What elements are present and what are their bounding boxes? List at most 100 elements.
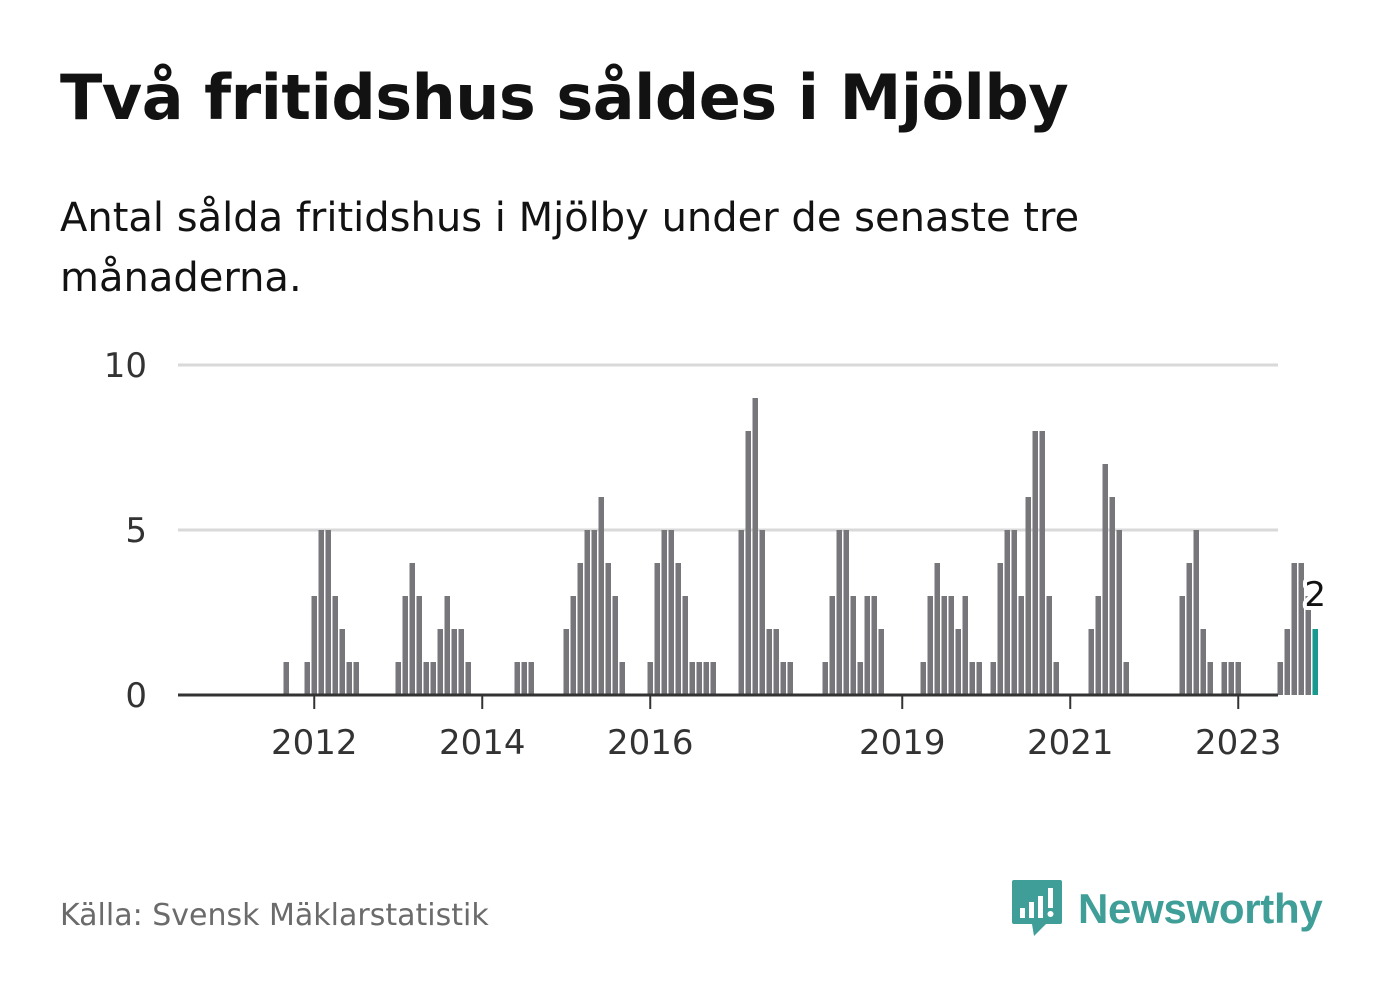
bar: [1088, 629, 1094, 695]
bar: [521, 662, 527, 695]
bar: [1305, 596, 1311, 695]
bar: [318, 530, 324, 695]
bar: [577, 563, 583, 695]
bar: [836, 530, 842, 695]
brand-name: Newsworthy: [1078, 885, 1323, 932]
bar: [1291, 563, 1297, 695]
bar: [689, 662, 695, 695]
bar: [514, 662, 520, 695]
bar: [661, 530, 667, 695]
bar: [339, 629, 345, 695]
bar: [710, 662, 716, 695]
bar: [780, 662, 786, 695]
bar: [283, 662, 289, 695]
bar: [605, 563, 611, 695]
bar: [682, 596, 688, 695]
bar: [416, 596, 422, 695]
x-tick-label: 2014: [439, 723, 526, 763]
newsworthy-logo-icon: [1012, 880, 1062, 936]
bar: [304, 662, 310, 695]
bar: [675, 563, 681, 695]
bar-chart: 0 5 10 2012 2014 2016 2019 2021 2023 2: [104, 346, 1330, 763]
bar: [465, 662, 471, 695]
bar: [752, 398, 758, 695]
bar: [1277, 662, 1283, 695]
bar: [584, 530, 590, 695]
bar: [1298, 563, 1304, 695]
bar: [864, 596, 870, 695]
bar: [402, 596, 408, 695]
bar: [647, 662, 653, 695]
bar: [311, 596, 317, 695]
bar: [444, 596, 450, 695]
x-tick-label: 2012: [271, 723, 358, 763]
bar: [332, 596, 338, 695]
bar: [423, 662, 429, 695]
bar: [1011, 530, 1017, 695]
bar: [619, 662, 625, 695]
bar: [829, 596, 835, 695]
x-tick-label: 2023: [1195, 723, 1282, 763]
bar: [1032, 431, 1038, 695]
bar: [528, 662, 534, 695]
y-tick-label: 10: [104, 346, 147, 386]
bar: [773, 629, 779, 695]
bar: [563, 629, 569, 695]
bar: [1228, 662, 1234, 695]
bar: [1046, 596, 1052, 695]
x-tick-label: 2016: [607, 723, 694, 763]
bar: [437, 629, 443, 695]
bar: [1095, 596, 1101, 695]
bar: [843, 530, 849, 695]
bar: [1102, 464, 1108, 695]
bar: [1200, 629, 1206, 695]
bar: [745, 431, 751, 695]
bar: [969, 662, 975, 695]
bar: [1053, 662, 1059, 695]
bar: [920, 662, 926, 695]
bar: [430, 662, 436, 695]
x-tick-label: 2021: [1027, 723, 1114, 763]
y-tick-label: 5: [125, 511, 147, 551]
chart-subtitle: Antal sålda fritidshus i Mjölby under de…: [60, 195, 1080, 301]
bar: [822, 662, 828, 695]
bar: [570, 596, 576, 695]
bar: [857, 662, 863, 695]
bar: [1039, 431, 1045, 695]
bar: [1179, 596, 1185, 695]
bar: [878, 629, 884, 695]
bar-highlight: [1312, 629, 1318, 695]
bar: [1207, 662, 1213, 695]
bar: [927, 596, 933, 695]
bar: [1025, 497, 1031, 695]
bar: [990, 662, 996, 695]
bar: [934, 563, 940, 695]
bar: [668, 530, 674, 695]
bar: [353, 662, 359, 695]
bar: [948, 596, 954, 695]
bar: [1116, 530, 1122, 695]
bar: [976, 662, 982, 695]
highlight-value-label: 2: [1304, 575, 1326, 615]
bar: [451, 629, 457, 695]
bar: [1109, 497, 1115, 695]
bar: [703, 662, 709, 695]
source-note: Källa: Svensk Mäklarstatistik: [60, 898, 489, 933]
bar: [941, 596, 947, 695]
bar: [850, 596, 856, 695]
bar: [395, 662, 401, 695]
y-tick-label: 0: [125, 676, 147, 716]
bar: [1284, 629, 1290, 695]
bar: [1123, 662, 1129, 695]
bar: [871, 596, 877, 695]
bar: [346, 662, 352, 695]
bar: [1193, 530, 1199, 695]
bar: [997, 563, 1003, 695]
bar: [458, 629, 464, 695]
bar: [654, 563, 660, 695]
newsworthy-logo: Newsworthy: [1010, 878, 1323, 940]
bar: [612, 596, 618, 695]
bar: [598, 497, 604, 695]
chart-title: Två fritidshus såldes i Mjölby: [60, 61, 1069, 134]
bar: [955, 629, 961, 695]
